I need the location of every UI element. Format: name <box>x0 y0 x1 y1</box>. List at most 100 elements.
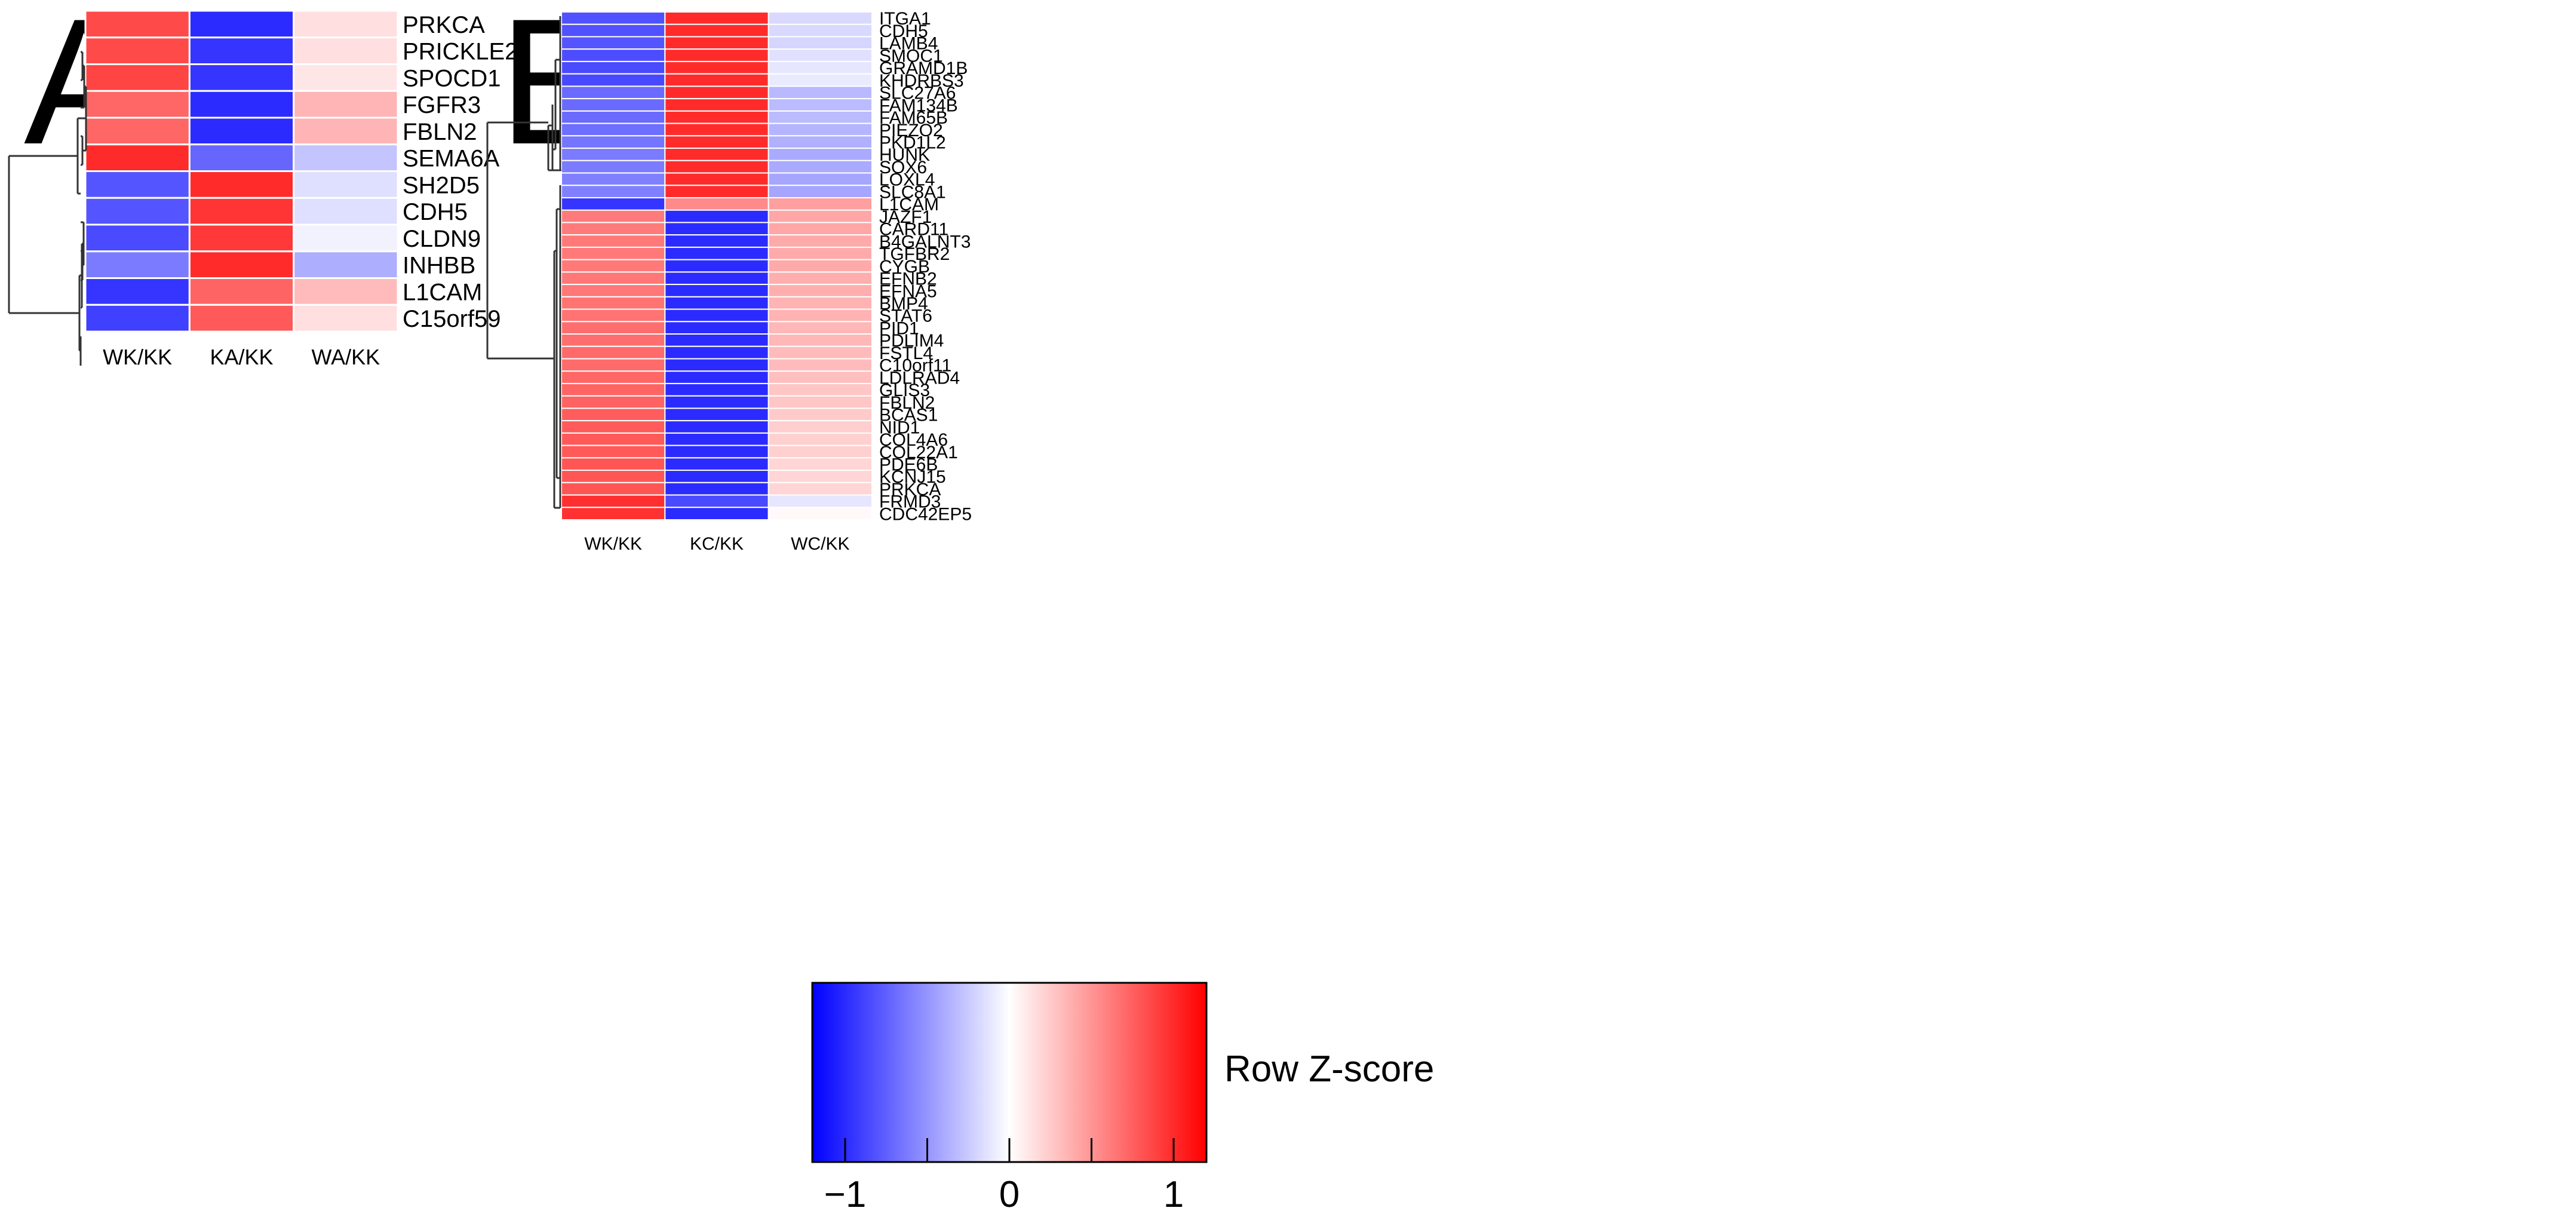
panel-b-cell <box>767 73 873 87</box>
panel-a-column-label: WK/KK <box>103 345 172 369</box>
panel-b-cell <box>561 48 666 62</box>
panel-a-cell <box>84 36 191 65</box>
panel-a-row-labels: PRKCAPRICKLE2SPOCD1FGFR3FBLN2SEMA6ASH2D5… <box>403 12 518 332</box>
panel-b-row-label: COL4A6 <box>879 430 948 450</box>
panel-a-column-labels: WK/KK KA/KK WA/KK <box>103 345 380 369</box>
panel-a-cell <box>293 223 399 253</box>
panel-b-cell <box>561 507 666 521</box>
panel-b-cell <box>561 11 666 25</box>
panel-b-cell <box>561 197 666 211</box>
panel-b-cell <box>767 395 873 409</box>
panel-b-cell <box>664 110 769 124</box>
panel-b-cell <box>664 185 769 198</box>
panel-b-row-label: GLIS3 <box>879 381 930 400</box>
panel-b-cell <box>664 160 769 174</box>
panel-b-row-label: CDH5 <box>879 22 928 41</box>
panel-b-cell <box>664 85 769 100</box>
panel-b-cell <box>767 185 873 198</box>
panel-b-row-label: COL22A1 <box>879 443 958 462</box>
panel-b-cell <box>767 98 873 112</box>
panel-b-cell <box>767 494 873 508</box>
panel-b-row-label: FAM65B <box>879 108 948 128</box>
panel-b-cell <box>767 321 873 335</box>
panel-b-cell <box>664 48 769 62</box>
panel-b-cell <box>561 148 666 161</box>
panel-b-cell <box>767 209 873 223</box>
panel-b-row-label: GRAMD1B <box>879 59 968 78</box>
panel-b-row-label: PDLIM4 <box>879 331 944 351</box>
panel-b-cell <box>561 209 666 223</box>
panel-b-cell <box>767 407 873 422</box>
panel-b-cell <box>767 358 873 372</box>
panel-a-cell <box>188 36 295 65</box>
panel-b-cell <box>664 457 769 471</box>
panel-a-cell <box>293 117 399 146</box>
panel-b-cell <box>664 23 769 38</box>
panel-b-row-label: SMOC1 <box>879 46 943 66</box>
panel-b-cell <box>767 296 873 310</box>
panel-b-cell <box>767 470 873 483</box>
panel-b-dendrogram <box>486 16 561 509</box>
panel-a-cell <box>188 277 295 306</box>
panel-a-cell <box>293 250 399 279</box>
panel-b-row-label: STAT6 <box>879 306 932 326</box>
panel-a-cell <box>84 117 191 146</box>
panel-b-cell <box>561 135 666 149</box>
panel-a-dendrogram <box>8 51 87 366</box>
panel-a-row-label: CLDN9 <box>403 226 481 252</box>
panel-b-cell <box>561 382 666 397</box>
panel-b-row-label: EFNB2 <box>879 269 937 289</box>
panel-a: A PRKCAPRICKLE2SPOCD1FGFR3FBLN2SEMA6ASH2… <box>8 0 518 369</box>
panel-b-cell <box>561 172 666 186</box>
z-score-legend: −1 0 1 Row Z-score <box>811 982 1434 1215</box>
panel-b-cell <box>767 36 873 50</box>
panel-b-row-label: C10orf11 <box>879 356 951 376</box>
panel-b-cell <box>561 23 666 38</box>
panel-b-cell <box>664 482 769 496</box>
panel-b-cell <box>664 148 769 161</box>
panel-a-cell <box>188 170 295 199</box>
panel-a-cell <box>293 90 399 119</box>
panel-b-cell <box>767 333 873 347</box>
panel-b-row-label: LOXL4 <box>879 170 935 190</box>
panel-a-row-label: SPOCD1 <box>403 65 501 91</box>
panel-b-cell <box>767 382 873 397</box>
panel-b-cell <box>561 370 666 384</box>
panel-b-cell <box>561 36 666 50</box>
panel-b-cell <box>664 358 769 372</box>
panel-b-cell <box>561 432 666 446</box>
panel-a-cells <box>84 10 399 333</box>
panel-b-cell <box>561 185 666 198</box>
panel-a-cell <box>188 304 295 333</box>
panel-b-column-label: WC/KK <box>791 534 849 554</box>
panel-a-cell <box>188 117 295 146</box>
panel-b-cell <box>561 333 666 347</box>
panel-b-cell <box>664 321 769 335</box>
panel-b-cell <box>767 48 873 62</box>
panel-a-column-label: KA/KK <box>210 345 273 369</box>
panel-a-cell <box>84 90 191 119</box>
panel-b-cell <box>664 259 769 273</box>
panel-b-cell <box>664 308 769 323</box>
panel-b-cell <box>561 395 666 409</box>
panel-a-cell <box>293 197 399 226</box>
panel-b-cell <box>561 321 666 335</box>
panel-b-cell <box>664 197 769 211</box>
panel-a-cell <box>188 143 295 172</box>
panel-a-cell <box>293 170 399 199</box>
panel-b-cell <box>664 246 769 260</box>
panel-a-cell <box>188 10 295 39</box>
panel-b-cells <box>561 11 873 521</box>
panel-b-cell <box>561 358 666 372</box>
panel-b-row-label: EFNA5 <box>879 281 937 301</box>
panel-b-cell <box>767 172 873 186</box>
panel-b-cell <box>561 234 666 248</box>
panel-b-row-label: SLC27A6 <box>879 84 956 103</box>
panel-b-row-label: PRKCA <box>879 480 941 499</box>
panel-b-cell <box>561 160 666 174</box>
panel-b-cell <box>561 420 666 434</box>
panel-a-cell <box>84 304 191 333</box>
panel-b-row-label: HUNK <box>879 145 930 165</box>
panel-a-cell <box>84 170 191 199</box>
panel-b-column-labels: WK/KK KC/KK WC/KK <box>584 534 849 554</box>
